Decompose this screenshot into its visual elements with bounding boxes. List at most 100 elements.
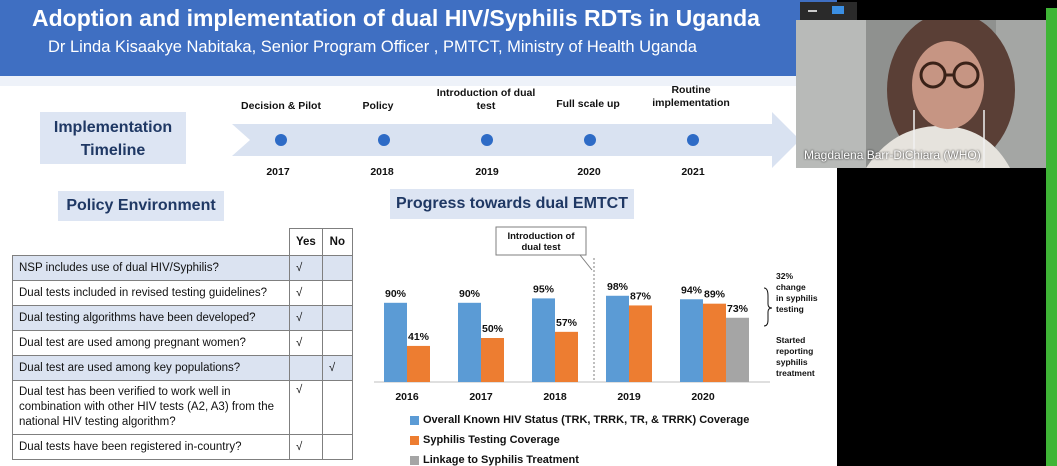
header-band bbox=[0, 76, 837, 86]
legend-item-linkage: Linkage to Syphilis Treatment bbox=[410, 454, 579, 466]
milestone-label: Full scale up bbox=[556, 98, 620, 110]
no-check bbox=[321, 305, 353, 331]
yes-check: √ bbox=[289, 255, 323, 281]
minimize-icon[interactable] bbox=[808, 10, 817, 12]
timeline-dot-2021 bbox=[687, 134, 699, 146]
table-header-row: Yes No bbox=[12, 228, 353, 256]
no-check: √ bbox=[321, 355, 353, 381]
bar-overall-2019 bbox=[606, 295, 629, 382]
annotation-change: testing bbox=[776, 304, 804, 314]
legend-label: Syphilis Testing Coverage bbox=[423, 434, 560, 446]
data-label: 94% bbox=[681, 284, 703, 296]
no-check bbox=[321, 280, 353, 306]
annotation-change: change bbox=[776, 282, 806, 292]
table-row: Dual test has been verified to work well… bbox=[12, 380, 353, 435]
bar-overall-2018 bbox=[532, 298, 555, 382]
no-check bbox=[321, 255, 353, 281]
data-label: 89% bbox=[704, 289, 726, 301]
yes-check: √ bbox=[289, 380, 323, 435]
bar-syphilis-2016 bbox=[407, 345, 430, 382]
callout-text: dual test bbox=[521, 242, 561, 253]
participant-name: Magdalena Barr-DiChiara (WHO) bbox=[804, 148, 981, 162]
bar-syphilis-2019 bbox=[629, 305, 652, 382]
milestone-label: Routine implementation bbox=[652, 84, 730, 109]
annotation-treatment: Started bbox=[776, 335, 805, 345]
milestone-year: 2018 bbox=[370, 166, 394, 178]
data-label: 95% bbox=[533, 283, 555, 295]
x-tick-label: 2016 bbox=[395, 391, 419, 403]
x-tick-label: 2019 bbox=[617, 391, 641, 403]
timeline-dot-2017 bbox=[275, 134, 287, 146]
legend-swatch bbox=[410, 415, 419, 425]
bar-syphilis-2017 bbox=[481, 338, 504, 382]
bar-overall-2017 bbox=[458, 302, 481, 382]
data-label: 87% bbox=[630, 290, 652, 302]
milestone-year: 2021 bbox=[681, 166, 705, 178]
no-check bbox=[321, 330, 353, 356]
callout-text: Introduction of bbox=[507, 231, 575, 242]
bar-syphilis-2018 bbox=[555, 331, 578, 382]
yes-check: √ bbox=[289, 280, 323, 306]
table-row: Dual tests have been registered in-count… bbox=[12, 434, 353, 460]
table-row: Dual tests included in revised testing g… bbox=[12, 280, 353, 306]
policy-question: Dual testing algorithms have been develo… bbox=[12, 305, 290, 331]
policy-question: Dual tests included in revised testing g… bbox=[12, 280, 290, 306]
legend-swatch bbox=[410, 435, 419, 445]
participant-silhouette bbox=[796, 20, 1055, 168]
policy-question: Dual tests have been registered in-count… bbox=[12, 434, 290, 460]
data-label: 41% bbox=[408, 331, 430, 343]
legend-label: Overall Known HIV Status (TRK, TRRK, TR,… bbox=[423, 414, 750, 426]
table-row: NSP includes use of dual HIV/Syphilis? √ bbox=[12, 255, 353, 281]
yes-check bbox=[289, 355, 323, 381]
slide-header: Adoption and implementation of dual HIV/… bbox=[0, 0, 837, 76]
progress-heading: Progress towards dual EMTCT bbox=[390, 189, 634, 219]
milestone-label: Introduction of dual test bbox=[436, 87, 536, 112]
data-label: 90% bbox=[459, 288, 481, 300]
policy-question: Dual test are used among pregnant women? bbox=[12, 330, 290, 356]
data-label: 57% bbox=[556, 317, 578, 329]
annotation-treatment: reporting bbox=[776, 346, 813, 356]
slide-subtitle: Dr Linda Kisaakye Nabitaka, Senior Progr… bbox=[48, 38, 697, 56]
timeline-dot-2018 bbox=[378, 134, 390, 146]
x-tick-label: 2020 bbox=[691, 391, 715, 403]
x-tick-label: 2018 bbox=[543, 391, 567, 403]
no-check bbox=[321, 434, 353, 460]
callout-pointer bbox=[579, 254, 593, 271]
x-tick-label: 2017 bbox=[469, 391, 493, 403]
yes-check: √ bbox=[289, 305, 323, 331]
slide-title: Adoption and implementation of dual HIV/… bbox=[32, 5, 760, 31]
timeline-dot-2019 bbox=[481, 134, 493, 146]
milestone-label: Policy bbox=[362, 100, 394, 112]
maximize-icon[interactable] bbox=[832, 6, 844, 14]
no-check bbox=[321, 380, 353, 435]
policy-table: Yes No NSP includes use of dual HIV/Syph… bbox=[12, 228, 353, 460]
annotation-change: 32% bbox=[776, 271, 793, 281]
timeline-arrow-shape bbox=[232, 112, 800, 168]
legend-item-syphilis: Syphilis Testing Coverage bbox=[410, 434, 560, 446]
timeline-label: Implementation Timeline bbox=[40, 112, 186, 164]
data-label: 90% bbox=[385, 288, 407, 300]
policy-question: NSP includes use of dual HIV/Syphilis? bbox=[12, 255, 290, 281]
timeline-arrow bbox=[232, 112, 800, 168]
data-label: 73% bbox=[727, 303, 749, 315]
col-no-header: No bbox=[321, 228, 353, 256]
milestone-label: Decision & Pilot bbox=[241, 100, 321, 112]
screen-share-border bbox=[1046, 8, 1057, 466]
milestone-year: 2019 bbox=[475, 166, 499, 178]
participant-video[interactable] bbox=[796, 20, 1055, 168]
timeline-dot-2020 bbox=[584, 134, 596, 146]
yes-check: √ bbox=[289, 330, 323, 356]
table-row: Dual test are used among key populations… bbox=[12, 355, 353, 381]
bar-syphilis-2020 bbox=[703, 303, 726, 382]
yes-check: √ bbox=[289, 434, 323, 460]
data-label: 98% bbox=[607, 281, 629, 293]
legend-item-hiv: Overall Known HIV Status (TRK, TRRK, TR,… bbox=[410, 414, 749, 426]
bar-overall-2016 bbox=[384, 302, 407, 382]
policy-question: Dual test has been verified to work well… bbox=[12, 380, 290, 435]
table-row: Dual testing algorithms have been develo… bbox=[12, 305, 353, 331]
policy-heading: Policy Environment bbox=[58, 191, 224, 221]
legend-label: Linkage to Syphilis Treatment bbox=[423, 454, 579, 466]
policy-question: Dual test are used among key populations… bbox=[12, 355, 290, 381]
annotation-treatment: treatment bbox=[776, 368, 815, 378]
